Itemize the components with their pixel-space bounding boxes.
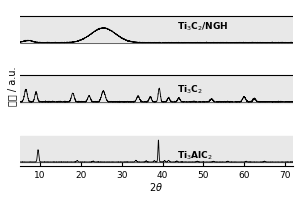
Bar <box>20 17 293 43</box>
Text: Ti$_3$C$_2$/NGH: Ti$_3$C$_2$/NGH <box>177 20 228 33</box>
Text: Ti$_3$C$_2$: Ti$_3$C$_2$ <box>177 83 202 96</box>
X-axis label: 2$\theta$: 2$\theta$ <box>149 181 164 193</box>
Text: Ti$_3$AlC$_2$: Ti$_3$AlC$_2$ <box>177 150 212 162</box>
Bar <box>20 76 293 103</box>
Bar <box>20 136 293 163</box>
Y-axis label: 強度 / a.u.: 強度 / a.u. <box>7 67 17 106</box>
